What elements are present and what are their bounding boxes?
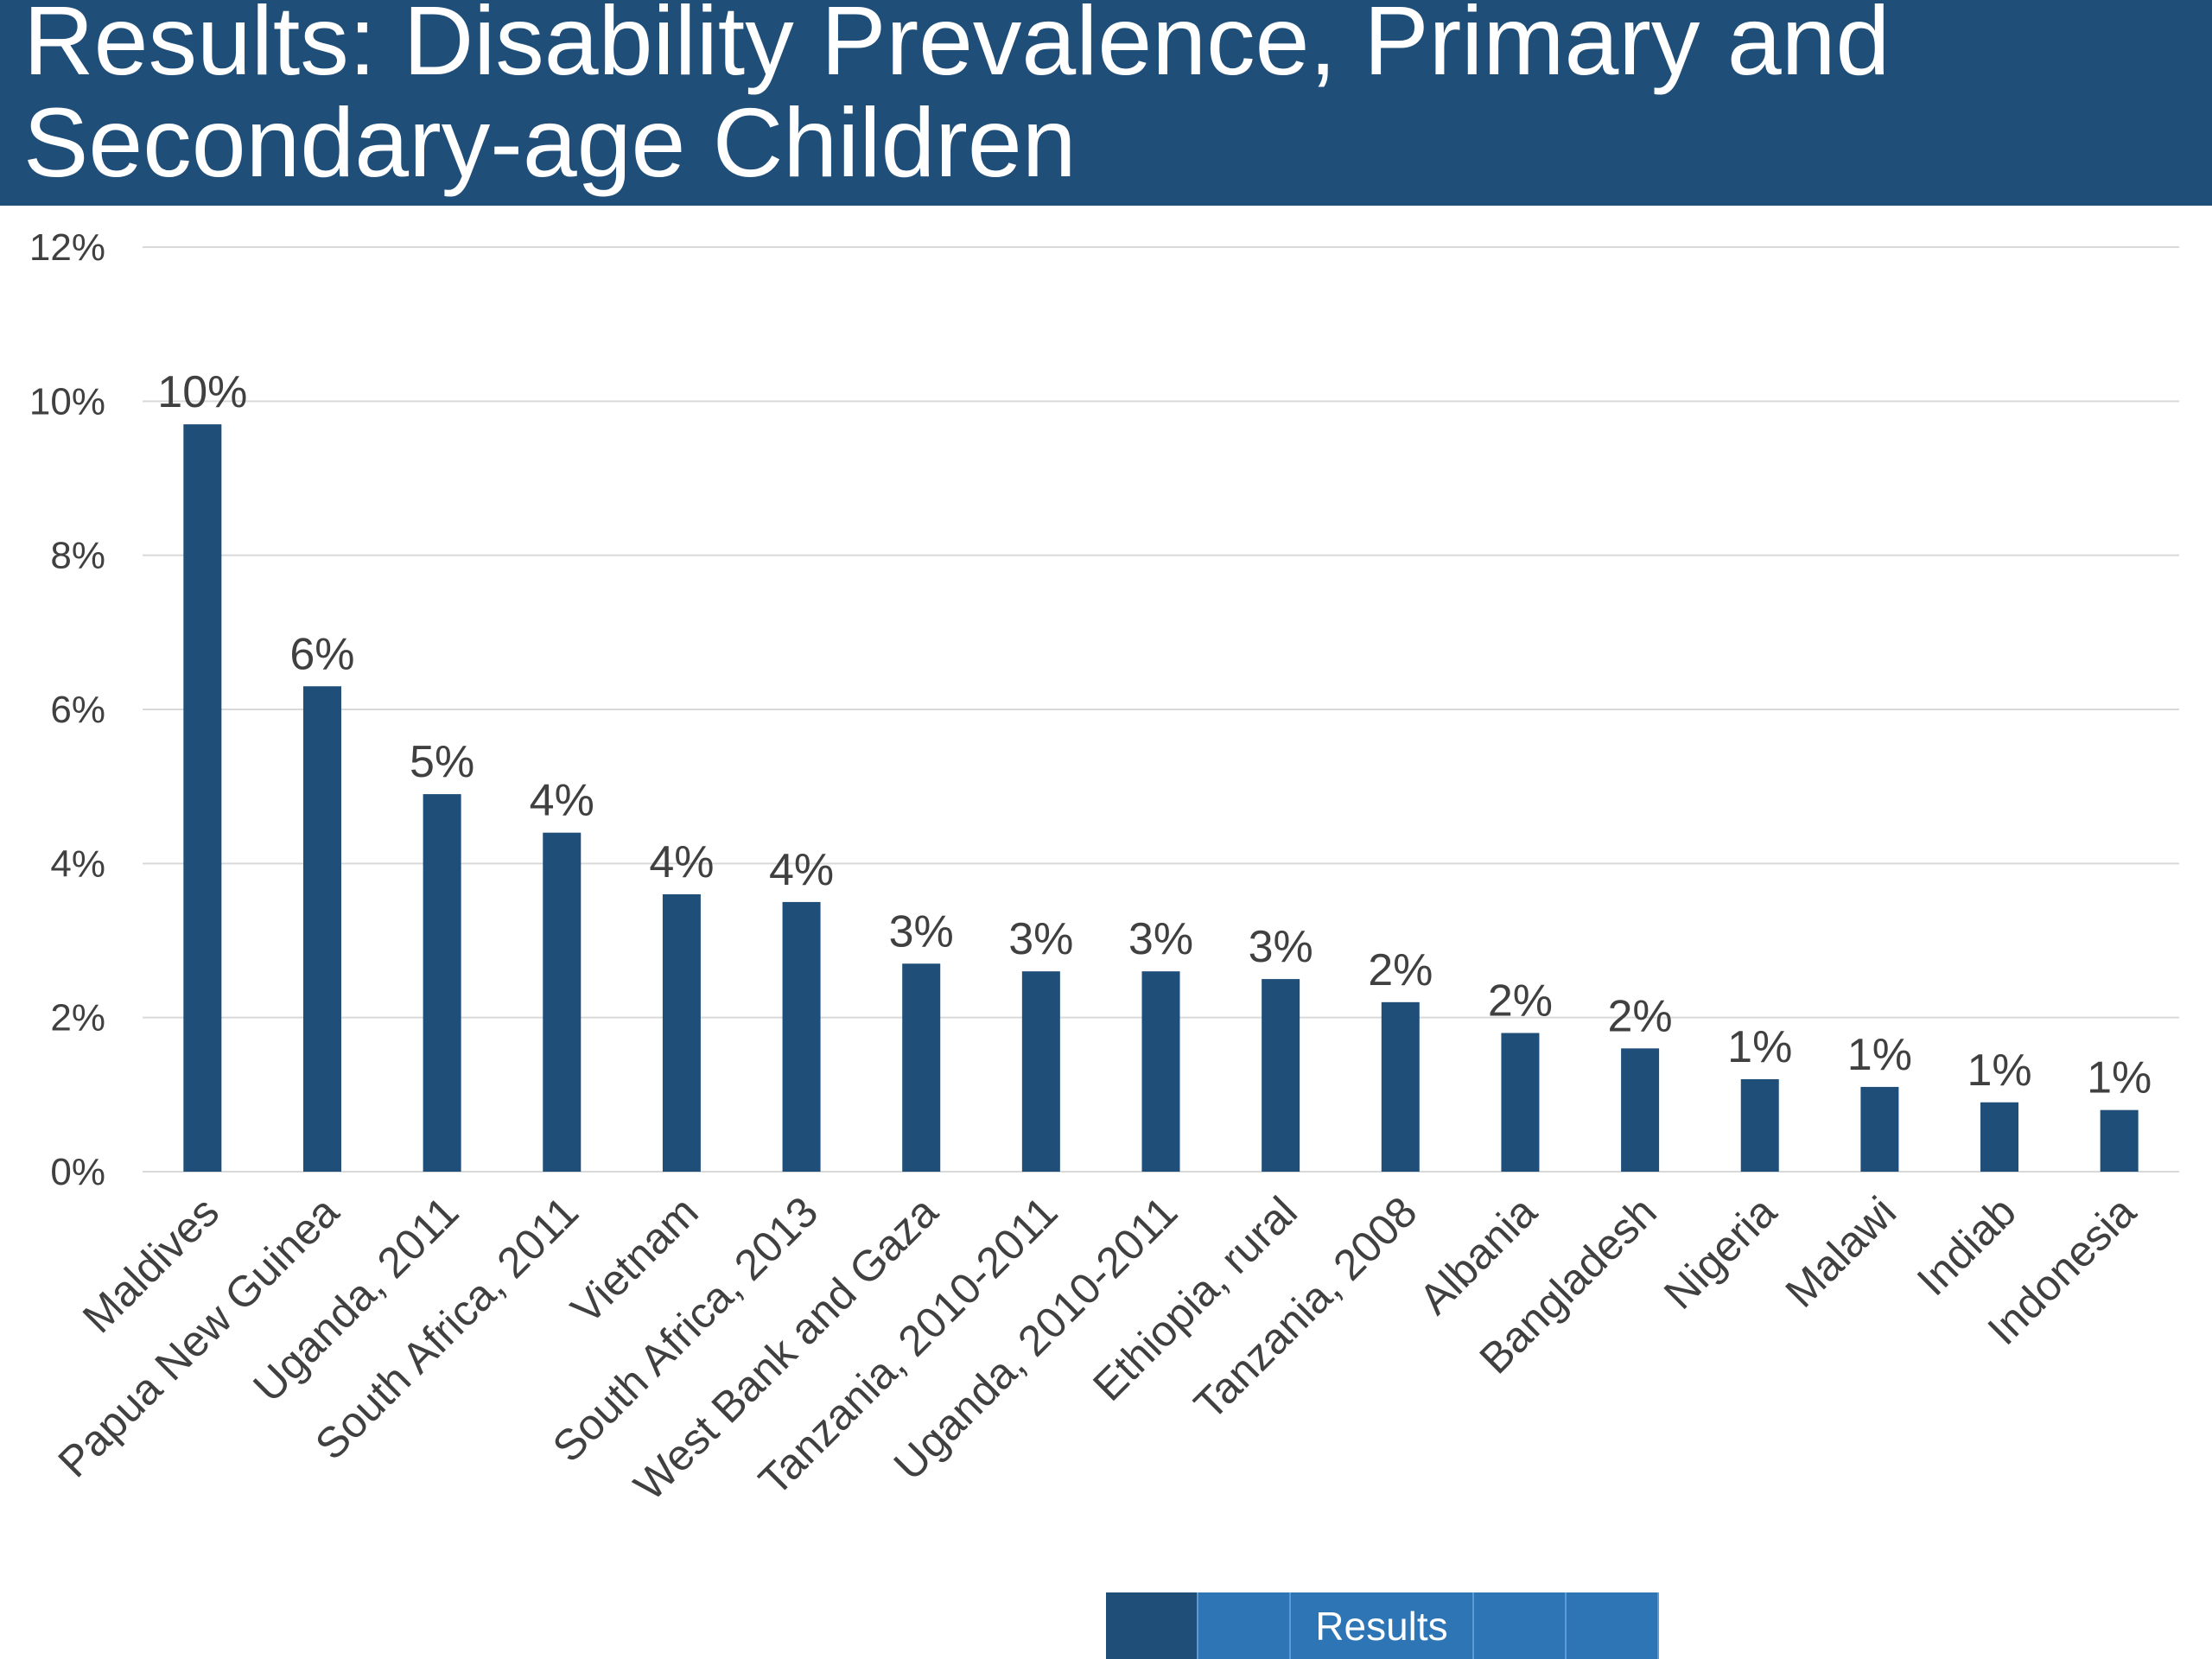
bar (1501, 1033, 1540, 1172)
x-tick-label: Ethiopia, rural (1084, 1187, 1306, 1410)
nav-segment[interactable] (1567, 1592, 1659, 1659)
y-tick-label: 0% (50, 1151, 105, 1193)
data-label: 3% (1128, 914, 1193, 964)
bar (1980, 1102, 2019, 1172)
y-tick-label: 12% (29, 226, 105, 269)
data-label: 5% (410, 737, 474, 787)
bar (183, 424, 222, 1172)
bar (662, 894, 701, 1172)
bar (423, 794, 461, 1172)
data-label: 1% (2087, 1053, 2152, 1103)
section-nav: Results (1106, 1592, 1659, 1659)
y-tick-label: 4% (50, 842, 105, 885)
data-label: 2% (1608, 991, 1673, 1041)
bar (902, 963, 941, 1172)
data-label: 4% (769, 845, 834, 895)
nav-segment[interactable] (1106, 1592, 1198, 1659)
y-tick-label: 10% (29, 380, 105, 423)
data-label: 3% (889, 906, 954, 957)
bar (1141, 971, 1180, 1172)
bar (1740, 1079, 1779, 1172)
x-tick-label: Nigeria (1655, 1187, 1786, 1319)
y-tick-label: 8% (50, 535, 105, 577)
data-label: 4% (530, 776, 594, 826)
data-label: 3% (1249, 922, 1313, 972)
nav-segment[interactable] (1474, 1592, 1567, 1659)
nav-segment-results[interactable]: Results (1290, 1592, 1475, 1659)
data-label: 4% (649, 837, 714, 887)
y-tick-label: 2% (50, 997, 105, 1039)
bar (782, 901, 821, 1172)
bar (543, 832, 582, 1172)
title-banner: Results: Disability Prevalence, Primary … (0, 0, 2212, 206)
data-label: 2% (1368, 945, 1433, 995)
bar (2100, 1109, 2139, 1172)
data-label: 1% (1967, 1046, 2031, 1096)
bar (1262, 979, 1300, 1172)
page-title: Results: Disability Prevalence, Primary … (23, 0, 1891, 197)
data-label: 3% (1008, 914, 1073, 964)
bar (1381, 1001, 1420, 1172)
bar (302, 686, 341, 1172)
bar (1021, 971, 1060, 1172)
x-tick-label: Malawi (1777, 1187, 1906, 1317)
data-label: 10% (157, 367, 247, 417)
nav-segment[interactable] (1198, 1592, 1291, 1659)
y-tick-label: 6% (50, 689, 105, 731)
bar (1621, 1048, 1660, 1172)
x-tick-label: Tanzania, 2008 (1185, 1187, 1426, 1428)
data-label: 1% (1847, 1030, 1912, 1080)
x-tick-label: Uganda, 2011 (244, 1187, 467, 1411)
data-label: 1% (1727, 1022, 1792, 1072)
bar (1860, 1086, 1899, 1172)
data-label: 2% (1488, 976, 1553, 1027)
data-label: 6% (289, 629, 354, 679)
x-tick-label: Indiab (1908, 1187, 2025, 1305)
